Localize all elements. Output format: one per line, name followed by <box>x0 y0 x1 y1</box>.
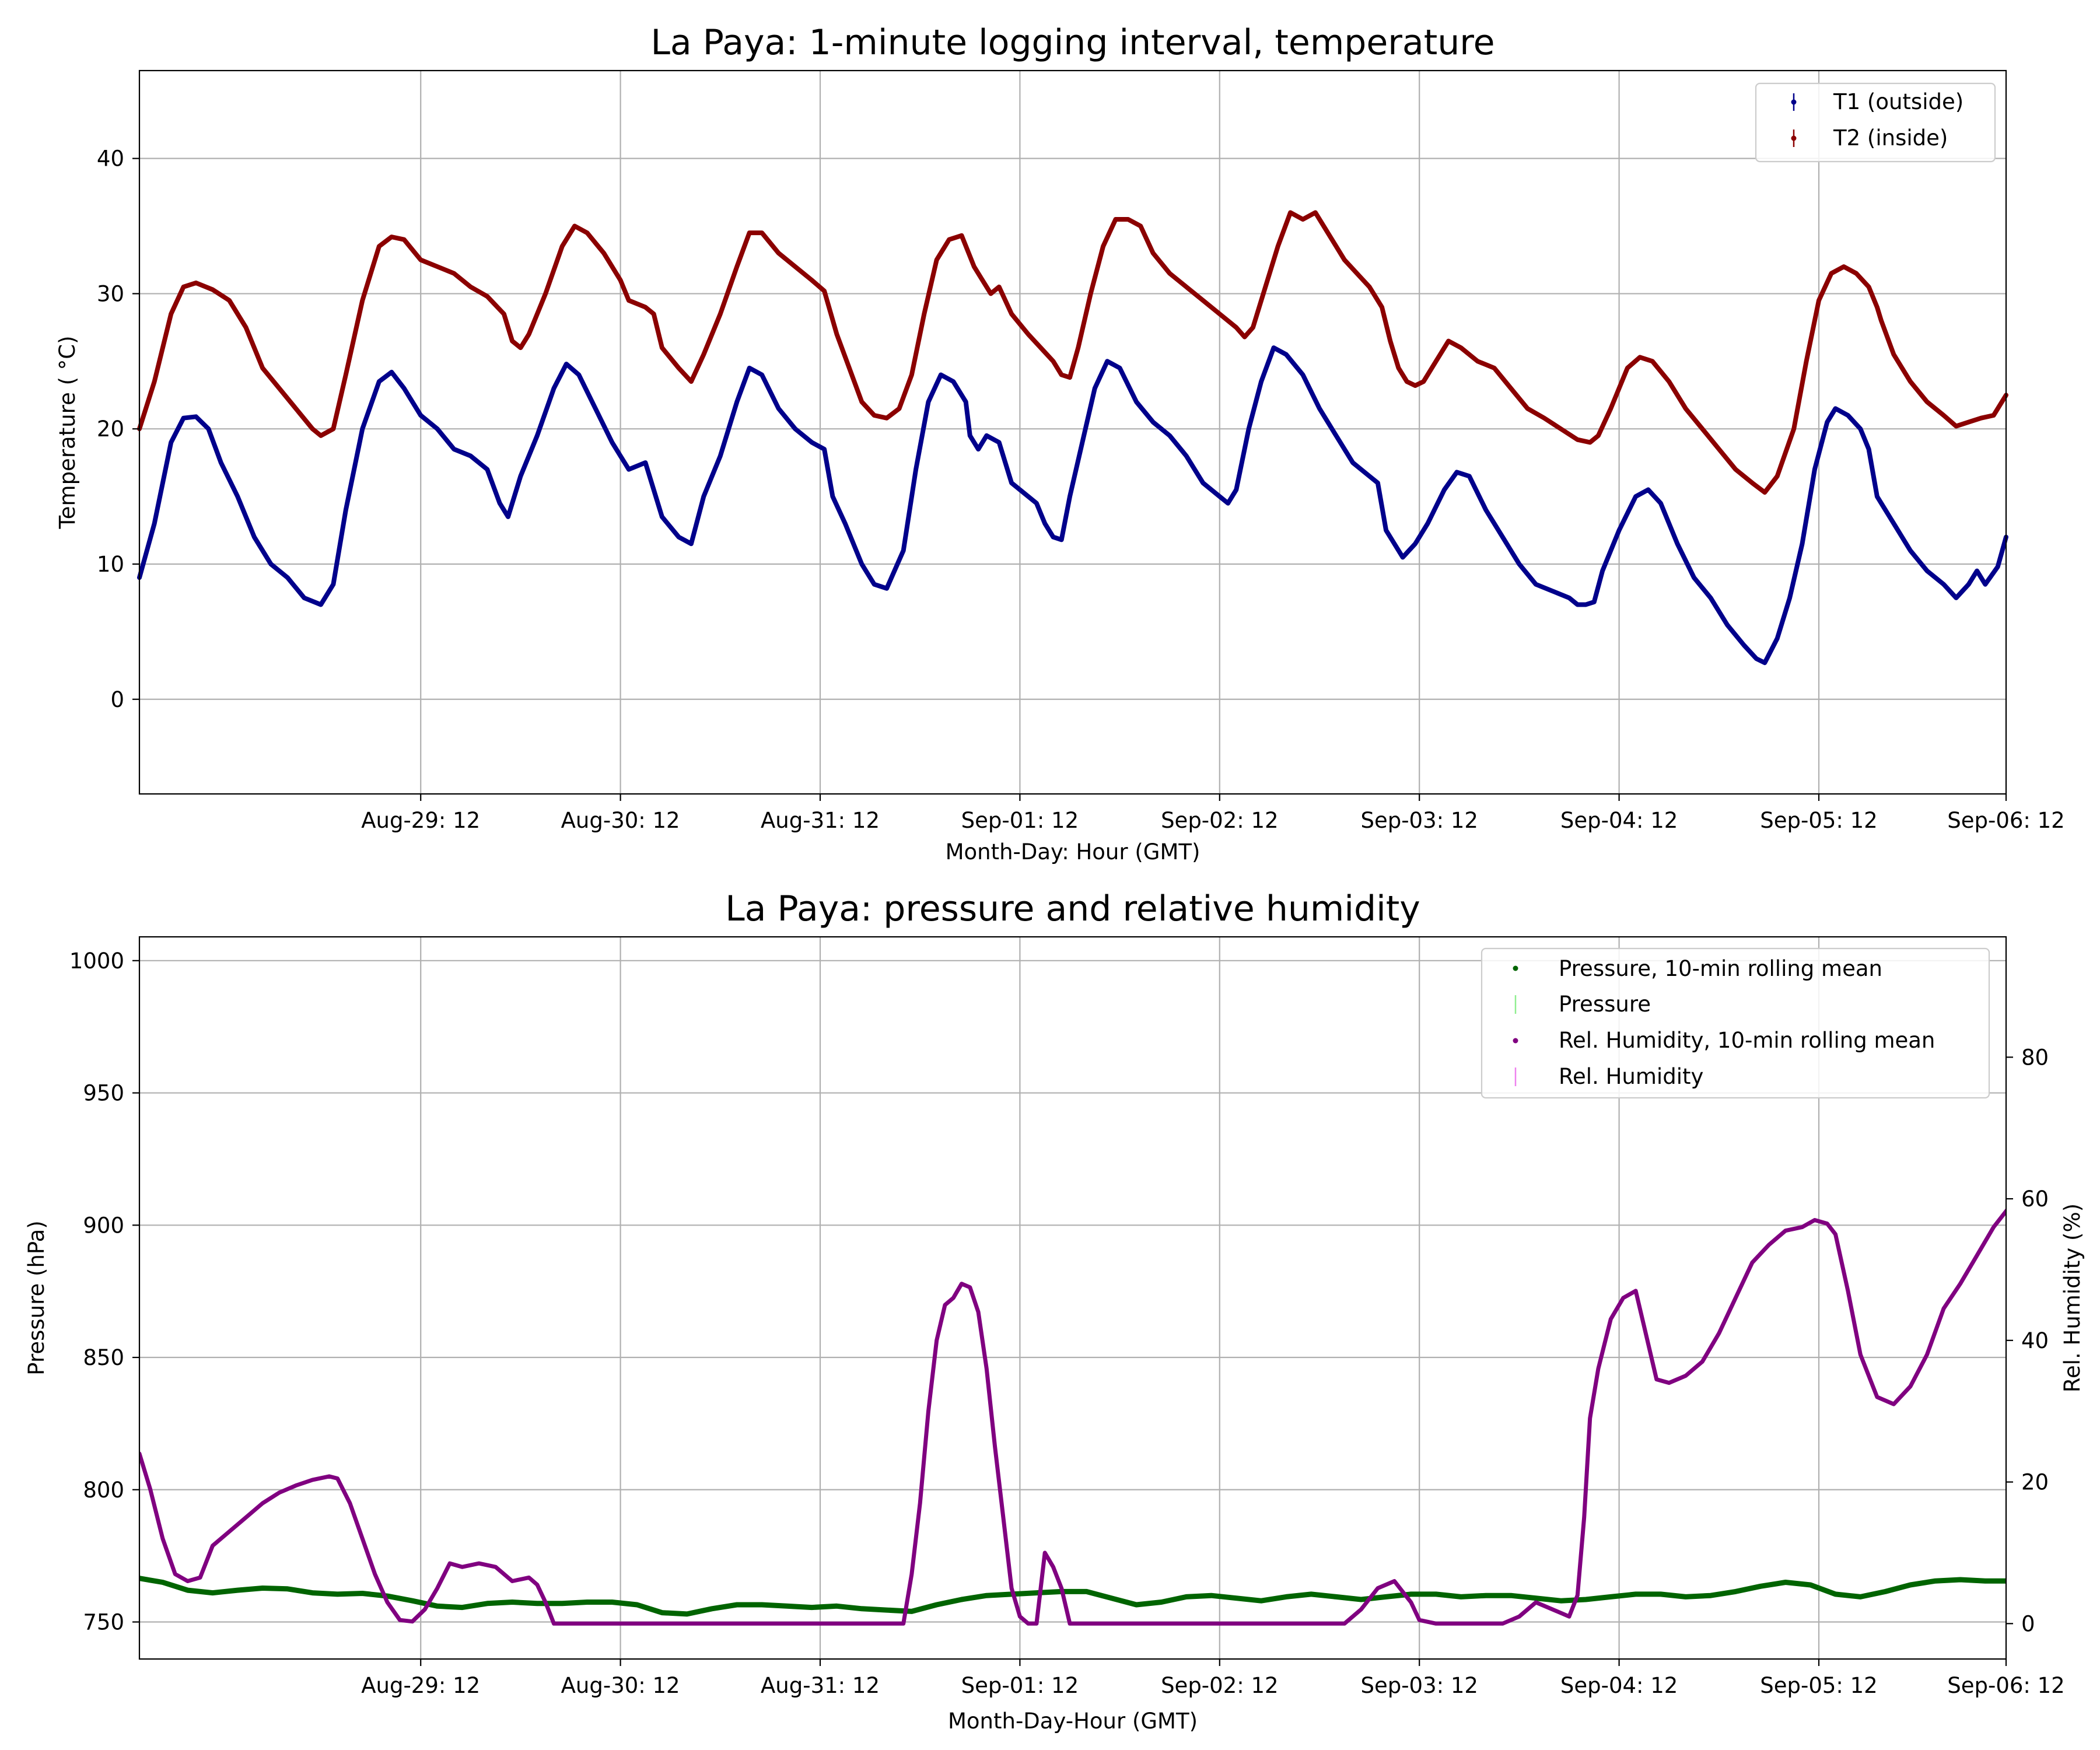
x-tick-label: Aug-29: 12 <box>361 1673 480 1698</box>
y-tick-label: 30 <box>97 281 124 306</box>
x-tick-label: Sep-02: 12 <box>1161 808 1278 833</box>
t1-outside-line <box>137 345 2008 666</box>
humidity-tick-label: 0 <box>2021 1611 2035 1636</box>
temperature-y-axis-label: Temperature ( °C) <box>55 335 80 529</box>
t2-inside-line <box>137 210 2008 495</box>
x-tick-label: Sep-04: 12 <box>1560 1673 1678 1698</box>
legend-label-pressure: Pressure <box>1559 992 1651 1017</box>
x-tick-label: Sep-06: 12 <box>1947 1673 2064 1698</box>
legend-dot-humidity-mean <box>1513 1038 1518 1044</box>
pressure-y-axis-label: Pressure (hPa) <box>24 1220 49 1375</box>
pressure-humidity-x-axis-label: Month-Day-Hour (GMT) <box>948 1709 1198 1734</box>
legend-label-humidity: Rel. Humidity <box>1559 1064 1703 1089</box>
humidity-tick-label: 80 <box>2021 1045 2049 1070</box>
temperature-chart-title: La Paya: 1-minute logging interval, temp… <box>650 22 1494 63</box>
x-tick-label: Sep-04: 12 <box>1560 808 1678 833</box>
legend-marker-t2 <box>1791 130 1797 147</box>
temperature-plot-frame <box>138 69 2007 795</box>
x-tick-label: Aug-30: 12 <box>561 1673 680 1698</box>
legend-dot-t2 <box>1791 135 1797 141</box>
x-tick-label: Aug-31: 12 <box>761 808 880 833</box>
humidity-tick-label: 40 <box>2021 1328 2049 1353</box>
x-tick-label: Aug-31: 12 <box>761 1673 880 1698</box>
humidity-tick-label: 60 <box>2021 1186 2049 1212</box>
legend-label-t2: T2 (inside) <box>1833 125 1948 150</box>
x-tick-label: Sep-03: 12 <box>1360 808 1478 833</box>
pressure-mean-line <box>139 1576 2006 1617</box>
humidity-mean-line <box>139 1208 2006 1626</box>
legend-dot-t1 <box>1791 99 1797 105</box>
legend-dot-pressure-mean <box>1513 965 1518 971</box>
legend-label-t1: T1 (outside) <box>1833 89 1964 114</box>
pressure-humidity-legend-box <box>1480 947 1990 1099</box>
humidity-tick-label: 20 <box>2021 1470 2049 1495</box>
x-tick-label: Sep-05: 12 <box>1760 1673 1877 1698</box>
y-tick-label: 20 <box>97 416 124 442</box>
pressure-humidity-plot-frame <box>138 936 2007 1660</box>
legend-marker-t1 <box>1791 93 1797 111</box>
x-tick-label: Sep-01: 12 <box>961 1673 1079 1698</box>
temperature-chart: La Paya: 1-minute logging interval, temp… <box>55 22 2065 864</box>
x-tick-label: Aug-29: 12 <box>361 808 480 833</box>
temperature-x-axis-label: Month-Day: Hour (GMT) <box>946 839 1200 864</box>
y-tick-label: 10 <box>97 552 124 577</box>
pressure-tick-label: 900 <box>83 1213 124 1238</box>
temperature-series <box>137 210 2008 666</box>
pressure-tick-label: 950 <box>83 1081 124 1106</box>
x-tick-label: Sep-03: 12 <box>1360 1673 1478 1698</box>
temperature-grid <box>139 71 2006 794</box>
pressure-humidity-chart: La Paya: pressure and relative humidity … <box>24 888 2085 1734</box>
y-tick-label: 0 <box>110 687 124 712</box>
pressure-humidity-ticks: Aug-29: 12 Aug-30: 12 Aug-31: 12 Sep-01: 12… <box>69 949 2065 1698</box>
x-tick-label: Aug-30: 12 <box>561 808 680 833</box>
legend-label-humidity-mean: Rel. Humidity, 10-min rolling mean <box>1559 1028 1935 1053</box>
pressure-tick-label: 1000 <box>69 949 124 974</box>
pressure-tick-label: 750 <box>83 1610 124 1635</box>
y-tick-label: 40 <box>97 146 124 172</box>
x-tick-label: Sep-05: 12 <box>1760 808 1877 833</box>
pressure-humidity-series <box>139 1208 2006 1626</box>
pressure-tick-label: 800 <box>83 1478 124 1503</box>
temperature-ticks: Aug-29: 12 Aug-30: 12 Aug-31: 12 Sep-01: 12… <box>97 146 2065 833</box>
x-tick-label: Sep-06: 12 <box>1947 808 2064 833</box>
humidity-y-axis-label: Rel. Humidity (%) <box>2060 1203 2085 1392</box>
legend-label-pressure-mean: Pressure, 10-min rolling mean <box>1559 956 1882 981</box>
x-tick-label: Sep-01: 12 <box>961 808 1079 833</box>
x-tick-label: Sep-02: 12 <box>1161 1673 1278 1698</box>
temperature-legend: T1 (outside) T2 (inside) <box>1755 82 1996 163</box>
pressure-humidity-chart-title: La Paya: pressure and relative humidity <box>725 888 1420 929</box>
temperature-legend-box <box>1755 82 1996 163</box>
pressure-humidity-legend: Pressure, 10-min rolling mean Pressure R… <box>1480 947 1990 1099</box>
pressure-tick-label: 850 <box>83 1345 124 1370</box>
